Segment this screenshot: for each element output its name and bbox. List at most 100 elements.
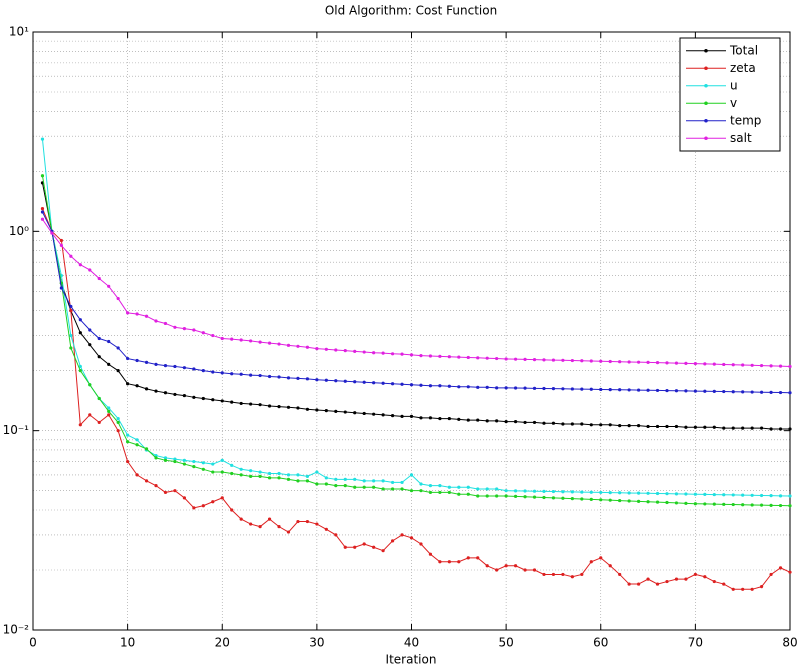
data-point bbox=[608, 564, 612, 568]
data-point bbox=[712, 362, 716, 366]
data-point bbox=[88, 343, 92, 347]
data-point bbox=[211, 470, 215, 474]
legend-label: zeta bbox=[730, 61, 756, 75]
data-point bbox=[495, 386, 499, 390]
data-point bbox=[769, 572, 773, 577]
data-point bbox=[173, 392, 177, 397]
data-point bbox=[637, 491, 641, 495]
data-point bbox=[249, 402, 253, 406]
data-point bbox=[201, 461, 205, 465]
data-point bbox=[59, 286, 63, 290]
data-point bbox=[769, 494, 773, 498]
data-point bbox=[249, 373, 253, 377]
data-point bbox=[230, 372, 234, 376]
data-point bbox=[362, 485, 366, 489]
data-point bbox=[211, 333, 215, 338]
data-point bbox=[788, 494, 792, 498]
data-point bbox=[674, 389, 679, 393]
data-point bbox=[286, 405, 291, 409]
data-point bbox=[447, 416, 451, 421]
data-point bbox=[760, 390, 764, 394]
data-point bbox=[731, 363, 735, 367]
data-point bbox=[258, 474, 262, 478]
data-point bbox=[495, 356, 499, 361]
x-tick-label: 20 bbox=[215, 636, 230, 650]
data-point bbox=[485, 419, 489, 423]
data-point bbox=[88, 268, 92, 272]
data-point bbox=[778, 364, 783, 368]
data-point bbox=[390, 414, 395, 418]
data-point bbox=[88, 328, 92, 332]
data-point bbox=[267, 476, 272, 480]
data-point bbox=[107, 409, 111, 413]
data-point bbox=[712, 579, 716, 584]
data-point bbox=[135, 358, 139, 363]
data-point bbox=[116, 420, 120, 425]
data-point bbox=[334, 533, 338, 537]
data-point bbox=[646, 360, 650, 365]
data-point bbox=[722, 389, 726, 394]
data-point bbox=[570, 497, 574, 501]
data-point bbox=[608, 359, 612, 364]
data-point bbox=[712, 425, 716, 429]
legend: Total zeta uv temp salt bbox=[679, 37, 781, 152]
data-point bbox=[107, 413, 111, 417]
data-point bbox=[788, 364, 792, 369]
data-point bbox=[561, 490, 565, 494]
data-point bbox=[513, 494, 518, 498]
data-point bbox=[551, 387, 556, 391]
data-point bbox=[192, 328, 196, 332]
data-point bbox=[163, 456, 168, 460]
data-point bbox=[693, 389, 697, 393]
data-point bbox=[381, 381, 385, 385]
data-point bbox=[116, 429, 120, 433]
data-point bbox=[703, 425, 707, 429]
data-point bbox=[372, 479, 376, 483]
data-point bbox=[126, 311, 130, 315]
data-point bbox=[116, 369, 120, 373]
data-point bbox=[230, 337, 234, 341]
data-point bbox=[362, 542, 366, 546]
data-point bbox=[655, 388, 660, 393]
data-point bbox=[447, 485, 451, 489]
data-point bbox=[258, 340, 262, 344]
data-point bbox=[693, 361, 697, 366]
data-point bbox=[760, 493, 764, 498]
data-point bbox=[712, 492, 716, 497]
data-point bbox=[249, 474, 253, 478]
data-point bbox=[107, 406, 111, 410]
data-point bbox=[684, 425, 688, 429]
data-point bbox=[201, 504, 205, 508]
data-point bbox=[513, 564, 518, 568]
data-point bbox=[684, 577, 688, 581]
data-point bbox=[551, 489, 556, 494]
data-point bbox=[561, 387, 565, 391]
data-point bbox=[580, 422, 584, 426]
data-point bbox=[476, 356, 480, 360]
data-point bbox=[296, 406, 300, 410]
data-point bbox=[703, 389, 707, 393]
data-point bbox=[192, 367, 196, 371]
data-point bbox=[438, 484, 442, 488]
data-point bbox=[409, 353, 414, 357]
data-point bbox=[296, 479, 300, 483]
data-point bbox=[646, 424, 650, 429]
data-point bbox=[419, 383, 423, 387]
legend-marker bbox=[704, 118, 708, 123]
data-point bbox=[201, 467, 205, 471]
data-point bbox=[589, 423, 593, 427]
data-point bbox=[466, 385, 470, 389]
data-point bbox=[343, 349, 347, 353]
data-point bbox=[78, 369, 82, 373]
data-point bbox=[476, 418, 480, 422]
data-point bbox=[135, 384, 139, 388]
data-point bbox=[296, 519, 300, 524]
data-point bbox=[570, 490, 574, 494]
data-point bbox=[220, 399, 224, 403]
data-point bbox=[608, 423, 612, 427]
series-line bbox=[41, 208, 791, 590]
data-point bbox=[741, 426, 745, 430]
data-point bbox=[589, 359, 593, 363]
data-point bbox=[769, 503, 773, 507]
data-point bbox=[230, 463, 234, 467]
